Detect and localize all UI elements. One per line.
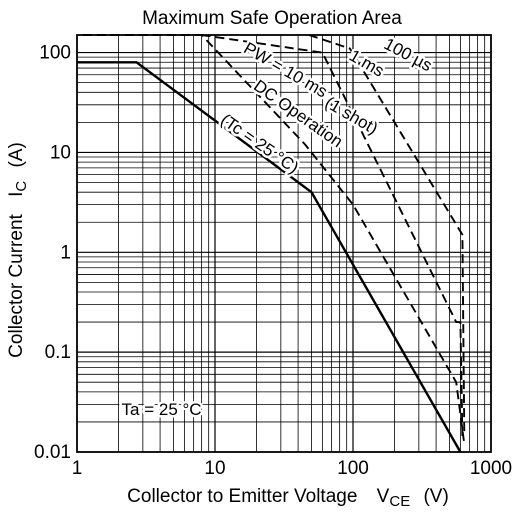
plot-frame [76, 34, 492, 453]
chart-title: Maximum Safe Operation Area [142, 8, 402, 29]
y-tick-label: 100 [39, 43, 71, 64]
y-tick-label: 10 [50, 142, 71, 163]
series-line-4 [308, 34, 466, 435]
y-tick-label: 1 [60, 242, 71, 263]
y-axis-unit: (A) [6, 142, 27, 167]
annotation-label: 100 µs [381, 34, 435, 75]
x-tick-label: 1000 [470, 458, 512, 479]
y-axis-symbol: I [6, 192, 27, 197]
y-axis-label: Collector Current IC (A) [6, 142, 31, 358]
x-axis-label: Collector to Emitter Voltage VCE (V) [127, 486, 449, 511]
y-tick-label: 0.01 [34, 442, 71, 463]
x-tick-label: 1 [72, 458, 83, 479]
tick-labels: 1 10 100 1000 0.01 0.1 1 10 100 [34, 43, 512, 479]
x-axis-symbol-subscript: CE [389, 493, 410, 510]
x-axis-symbol: V [377, 486, 390, 507]
y-axis-label-text: Collector Current [6, 213, 27, 357]
x-tick-label: 100 [337, 458, 369, 479]
x-axis-label-text: Collector to Emitter Voltage [127, 486, 357, 507]
x-axis-unit: (V) [423, 486, 448, 507]
annotation-label: Ta = 25 °C [122, 400, 202, 419]
x-tick-label: 10 [204, 458, 225, 479]
series-line-1 [77, 61, 462, 453]
y-tick-label: 0.1 [45, 342, 71, 363]
y-axis-symbol-subscript: C [13, 181, 30, 192]
series-line-3 [201, 34, 464, 438]
annotation-label: (Tc = 25 °C) [217, 110, 302, 177]
